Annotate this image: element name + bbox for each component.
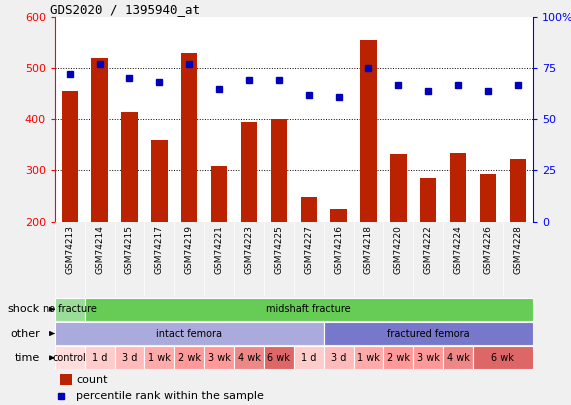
Bar [241, 122, 257, 222]
Text: GSM74217: GSM74217 [155, 225, 164, 274]
Bar [300, 197, 317, 222]
Bar [181, 53, 198, 222]
Text: GSM74214: GSM74214 [95, 225, 104, 274]
Text: shock: shock [7, 304, 40, 314]
Text: GSM74226: GSM74226 [484, 225, 492, 274]
Bar [234, 346, 264, 369]
Bar [91, 58, 108, 222]
Bar [353, 346, 383, 369]
Text: GSM74228: GSM74228 [513, 225, 522, 274]
Text: GSM74227: GSM74227 [304, 225, 313, 274]
Text: percentile rank within the sample: percentile rank within the sample [77, 391, 264, 401]
Text: GSM74225: GSM74225 [274, 225, 283, 274]
Bar [324, 322, 533, 345]
Text: 3 d: 3 d [331, 353, 346, 363]
Text: control: control [53, 353, 87, 363]
Bar [211, 166, 227, 222]
Text: 1 d: 1 d [92, 353, 107, 363]
Bar [509, 159, 526, 222]
Bar [115, 346, 144, 369]
Text: GDS2020 / 1395940_at: GDS2020 / 1395940_at [50, 3, 200, 16]
Text: 2 wk: 2 wk [387, 353, 410, 363]
Text: 2 wk: 2 wk [178, 353, 201, 363]
Bar [331, 209, 347, 222]
Bar [55, 346, 85, 369]
Text: 3 wk: 3 wk [417, 353, 440, 363]
Bar [121, 112, 138, 222]
Bar [62, 91, 78, 222]
Text: GSM74224: GSM74224 [453, 225, 463, 274]
Bar [264, 346, 293, 369]
Text: GSM74223: GSM74223 [244, 225, 254, 274]
Bar [55, 298, 85, 321]
Text: GSM74213: GSM74213 [65, 225, 74, 274]
Text: 6 wk: 6 wk [492, 353, 514, 363]
Bar [450, 153, 467, 222]
Bar [473, 346, 533, 369]
Text: GSM74218: GSM74218 [364, 225, 373, 274]
Bar [174, 346, 204, 369]
Text: 4 wk: 4 wk [238, 353, 260, 363]
Text: GSM74216: GSM74216 [334, 225, 343, 274]
Text: intact femora: intact femora [156, 328, 222, 339]
Bar [151, 140, 167, 222]
Bar [413, 346, 443, 369]
Text: 3 d: 3 d [122, 353, 137, 363]
Text: GSM74219: GSM74219 [185, 225, 194, 274]
Text: 1 d: 1 d [301, 353, 316, 363]
Text: GSM74215: GSM74215 [125, 225, 134, 274]
Bar [420, 178, 436, 222]
Text: 3 wk: 3 wk [208, 353, 231, 363]
Bar [59, 374, 71, 385]
Bar [144, 346, 174, 369]
Bar [293, 346, 324, 369]
Bar [271, 119, 287, 222]
Text: GSM74220: GSM74220 [394, 225, 403, 274]
Bar [443, 346, 473, 369]
Text: count: count [77, 375, 108, 385]
Bar [85, 346, 115, 369]
Text: GSM74222: GSM74222 [424, 225, 433, 274]
Bar [480, 175, 496, 222]
Text: 6 wk: 6 wk [267, 353, 290, 363]
Bar [383, 346, 413, 369]
Bar [360, 40, 377, 222]
Text: other: other [10, 328, 40, 339]
Text: no fracture: no fracture [43, 304, 96, 314]
Bar [390, 153, 407, 222]
Text: 1 wk: 1 wk [357, 353, 380, 363]
Text: time: time [15, 353, 40, 363]
Bar [324, 346, 353, 369]
Text: GSM74221: GSM74221 [215, 225, 224, 274]
Bar [55, 322, 324, 345]
Bar [204, 346, 234, 369]
Text: fractured femora: fractured femora [387, 328, 469, 339]
Text: midshaft fracture: midshaft fracture [267, 304, 351, 314]
Text: 1 wk: 1 wk [148, 353, 171, 363]
Text: 4 wk: 4 wk [447, 353, 469, 363]
